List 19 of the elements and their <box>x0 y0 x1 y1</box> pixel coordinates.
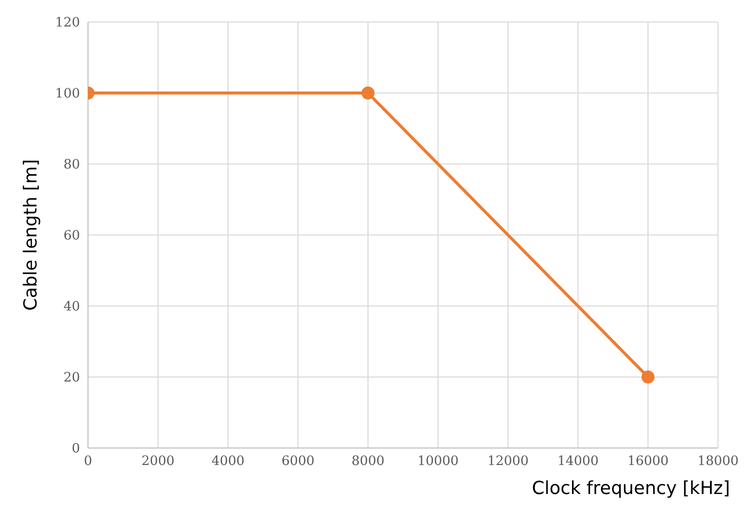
y-tick-label: 0 <box>72 442 80 457</box>
y-tick-label: 40 <box>63 300 80 315</box>
x-tick-label: 14000 <box>557 454 599 470</box>
x-tick-label: 16000 <box>627 454 669 470</box>
y-tick-label: 20 <box>63 370 80 386</box>
x-tick-label: 10000 <box>417 454 459 470</box>
y-tick-label: 120 <box>55 16 80 31</box>
x-tick-label: 12000 <box>487 454 529 470</box>
x-tick-label: 2000 <box>141 454 175 470</box>
y-tick-label: 80 <box>63 158 80 173</box>
y-tick-label: 100 <box>55 86 80 102</box>
x-tick-label: 0 <box>84 454 92 470</box>
x-tick-label: 18000 <box>697 454 739 470</box>
x-tick-label: 8000 <box>351 454 385 470</box>
x-tick-label: 6000 <box>281 454 315 470</box>
x-axis-title: Clock frequency [kHz] <box>532 478 730 499</box>
y-tick-label: 60 <box>63 228 80 244</box>
y-axis-title: Cable length [m] <box>20 159 42 311</box>
x-tick-label: 4000 <box>211 454 245 470</box>
